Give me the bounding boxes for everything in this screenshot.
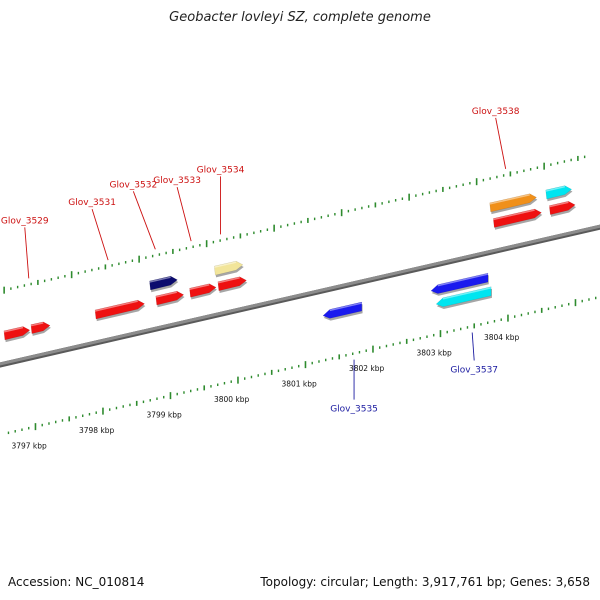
accession-text: Accession: NC_010814 [8, 575, 145, 589]
gene-body [94, 299, 146, 320]
gene-body [430, 272, 489, 294]
leader-line [91, 209, 109, 261]
gene-arrow[interactable] [548, 200, 577, 217]
gene-highlight [30, 322, 44, 327]
gene-label-glov-3537[interactable]: Glov_3537 [450, 332, 498, 375]
gene-highlight [442, 286, 492, 300]
gene-body [155, 290, 185, 306]
gene-name: Glov_3529 [1, 216, 49, 226]
scale-label: 3799 kbp [146, 411, 182, 420]
scale-label: 3804 kbp [484, 333, 520, 342]
gene-body [435, 286, 492, 308]
gene-body [322, 301, 363, 319]
gene-highlight [549, 201, 569, 208]
gene-label-glov-3529[interactable]: Glov_3529 [1, 216, 49, 279]
gene-glov-3533[interactable] [189, 283, 217, 300]
scale-label: 3798 kbp [79, 426, 115, 435]
gene-arrow[interactable] [3, 326, 31, 343]
leader-line [132, 191, 156, 250]
leader-line [471, 332, 475, 361]
gene-name: Glov_3537 [450, 365, 498, 375]
gene-label-layer: Glov_3529Glov_3531Glov_3532Glov_3533Glov… [1, 107, 520, 415]
gene-highlight [189, 283, 210, 290]
gene-arrow[interactable] [217, 276, 248, 293]
leader-line [495, 117, 507, 169]
gene-label-glov-3535[interactable]: Glov_3535 [330, 359, 378, 415]
gene-body [545, 185, 573, 200]
gene-glov-3535[interactable] [322, 301, 363, 321]
gene-label-glov-3531[interactable]: Glov_3531 [68, 198, 116, 261]
gene-name: Glov_3538 [472, 107, 520, 117]
gene-body [189, 283, 217, 298]
backbone-line [0, 224, 600, 366]
gene-body [489, 193, 538, 213]
gene-glov-3538[interactable] [492, 208, 543, 230]
gene-body [149, 275, 178, 291]
gene-label-glov-3538[interactable]: Glov_3538 [472, 107, 520, 169]
bottom-tick-track [7, 296, 597, 435]
scale-labels: 3797 kbp 3798 kbp 3799 kbp 3800 kbp 3801 kbp… [11, 333, 519, 451]
gene-highlight [493, 209, 535, 221]
gene-layer [3, 185, 577, 343]
top-tick-track [3, 155, 586, 294]
genome-title: Geobacter lovleyi SZ, complete genome [169, 10, 431, 25]
scale-label: 3802 kbp [349, 364, 385, 373]
gene-name: Glov_3535 [330, 405, 378, 415]
gene-highlight [149, 276, 171, 283]
gene-name: Glov_3532 [109, 180, 157, 190]
gene-glov-3534[interactable] [213, 260, 244, 278]
gene-highlight [329, 302, 362, 312]
gene-body [548, 200, 576, 215]
gene-highlight [489, 193, 530, 205]
gene-glov-3537[interactable] [435, 286, 492, 309]
gene-highlight [217, 277, 240, 284]
gene-arrow[interactable] [545, 185, 573, 202]
gene-glov-3531[interactable] [94, 299, 146, 322]
scale-label: 3800 kbp [214, 395, 250, 404]
leader-line [24, 227, 30, 279]
gene-arrow[interactable] [155, 290, 185, 308]
gene-highlight [214, 261, 237, 268]
genome-summary-text: Topology: circular; Length: 3,917,761 bp… [260, 575, 590, 589]
gene-label-glov-3532[interactable]: Glov_3532 [109, 180, 157, 250]
leader-line [176, 186, 192, 242]
scale-label: 3797 kbp [11, 442, 47, 451]
gene-label-glov-3533[interactable]: Glov_3533 [153, 176, 201, 242]
gene-name: Glov_3534 [197, 165, 245, 175]
gene-arrow[interactable] [489, 193, 538, 215]
gene-body [30, 321, 51, 334]
gene-highlight [3, 326, 24, 333]
gene-name: Glov_3533 [153, 176, 201, 186]
gene-name: Glov_3531 [68, 198, 116, 208]
gene-highlight [94, 300, 138, 312]
gene-body [492, 208, 542, 228]
scale-label: 3801 kbp [281, 380, 317, 389]
gene-body [3, 326, 31, 341]
dna-backbone [0, 224, 600, 368]
gene-highlight [155, 291, 178, 298]
gene-label-glov-3534[interactable]: Glov_3534 [197, 165, 245, 235]
gene-body [213, 260, 244, 276]
gene-highlight [437, 273, 489, 287]
gene-arrow[interactable] [430, 272, 489, 296]
scale-label: 3803 kbp [416, 349, 452, 358]
gene-glov-3529[interactable] [30, 321, 51, 336]
gene-glov-3532[interactable] [149, 275, 179, 293]
gene-highlight [545, 185, 565, 192]
gene-body [217, 276, 247, 292]
